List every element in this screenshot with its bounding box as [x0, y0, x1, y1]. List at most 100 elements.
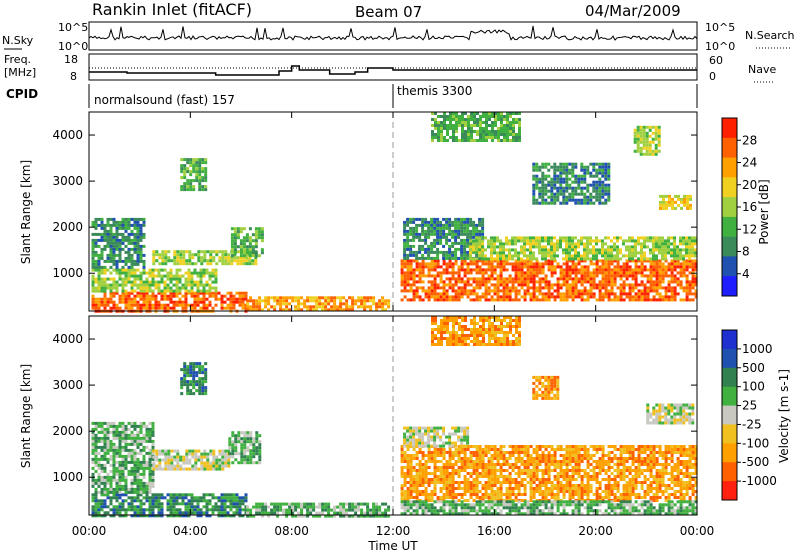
heatmap-cell-power-2 — [118, 226, 122, 230]
heatmap-cell-power-8 — [445, 217, 449, 221]
heatmap-cell-power-7 — [640, 271, 644, 275]
heatmap-cell-power-2 — [91, 220, 95, 224]
heatmap-cell-power-2 — [109, 217, 113, 221]
heatmap-cell-power-9 — [487, 239, 490, 243]
heatmap-cell-velocity-6 — [400, 454, 404, 457]
heatmap-cell-power-7 — [436, 265, 440, 269]
heatmap-cell-velocity-1 — [142, 454, 146, 458]
heatmap-cell-velocity-0 — [217, 514, 221, 518]
heatmap-cell-power-8 — [421, 229, 425, 233]
heatmap-cell-power-7 — [514, 262, 518, 266]
heatmap-cell-power-7 — [607, 298, 611, 302]
heatmap-cell-power-9 — [601, 254, 604, 258]
heatmap-cell-power-7 — [520, 259, 524, 263]
heatmap-cell-velocity-2 — [209, 452, 213, 456]
heatmap-cell-power-9 — [580, 254, 583, 258]
heatmap-cell-power-7 — [580, 274, 584, 278]
heatmap-cell-power-7 — [550, 274, 554, 278]
heatmap-cell-power-4 — [230, 254, 234, 258]
y-tick-label: 1000 — [52, 266, 83, 280]
heatmap-cell-velocity-0 — [145, 514, 149, 518]
heatmap-cell-power-11 — [541, 192, 545, 196]
heatmap-cell-power-7 — [655, 262, 659, 266]
heatmap-cell-power-8 — [424, 256, 428, 260]
heatmap-cell-power-9 — [544, 245, 547, 249]
heatmap-cell-power-11 — [550, 189, 554, 193]
heatmap-cell-power-11 — [565, 171, 569, 175]
heatmap-cell-power-5 — [363, 296, 367, 300]
heatmap-cell-power-9 — [475, 236, 478, 240]
heatmap-cell-power-0 — [202, 294, 206, 298]
heatmap-cell-power-2 — [118, 238, 122, 242]
heatmap-cell-power-7 — [658, 265, 662, 269]
heatmap-cell-velocity-1 — [148, 472, 152, 476]
heatmap-cell-power-7 — [514, 265, 518, 269]
heatmap-cell-velocity-2 — [185, 455, 189, 459]
heatmap-cell-power-10 — [485, 139, 488, 142]
heatmap-cell-power-9 — [526, 248, 529, 252]
heatmap-cell-power-7 — [679, 268, 683, 272]
heatmap-cell-power-7 — [496, 286, 500, 290]
heatmap-cell-power-8 — [475, 253, 479, 257]
heatmap-cell-power-9 — [658, 236, 661, 240]
heatmap-cell-power-11 — [565, 165, 569, 169]
heatmap-cell-velocity-5 — [192, 362, 196, 366]
heatmap-cell-power-2 — [142, 244, 146, 248]
heatmap-cell-velocity-4 — [330, 514, 334, 518]
heatmap-cell-power-7 — [547, 268, 551, 272]
heatmap-cell-power-1 — [100, 283, 104, 287]
heatmap-cell-power-9 — [616, 245, 619, 249]
heatmap-cell-velocity-0 — [136, 499, 140, 503]
heatmap-cell-power-9 — [604, 236, 607, 240]
heatmap-cell-power-8 — [418, 244, 422, 248]
heatmap-cell-power-11 — [556, 177, 560, 181]
heatmap-cell-power-9 — [544, 239, 547, 243]
heatmap-cell-power-1 — [94, 286, 98, 290]
heatmap-cell-power-10 — [440, 136, 443, 139]
heatmap-cell-power-7 — [565, 298, 569, 302]
heatmap-cell-power-7 — [616, 271, 620, 275]
heatmap-cell-power-9 — [565, 236, 568, 240]
heatmap-cell-velocity-1 — [136, 433, 140, 437]
heatmap-cell-power-0 — [130, 291, 134, 295]
heatmap-cell-velocity-3 — [237, 452, 241, 456]
heatmap-cell-power-5 — [366, 296, 370, 300]
heatmap-cell-power-2 — [142, 235, 146, 239]
heatmap-cell-power-7 — [559, 274, 563, 278]
heatmap-cell-velocity-5 — [195, 374, 199, 378]
heatmap-cell-power-1 — [178, 280, 182, 284]
heatmap-cell-power-11 — [559, 165, 563, 169]
heatmap-cell-power-7 — [565, 268, 569, 272]
heatmap-cell-power-10 — [431, 139, 434, 142]
heatmap-cell-power-9 — [613, 257, 616, 261]
heatmap-cell-power-8 — [460, 247, 464, 251]
heatmap-cell-power-1 — [112, 277, 116, 281]
heatmap-cell-power-9 — [520, 245, 523, 249]
heatmap-cell-power-11 — [580, 186, 584, 190]
heatmap-cell-power-7 — [586, 268, 590, 272]
heatmap-cell-power-7 — [634, 274, 638, 278]
heatmap-cell-power-7 — [457, 292, 461, 296]
heatmap-cell-power-8 — [409, 247, 413, 251]
heatmap-cell-power-7 — [451, 274, 455, 278]
heatmap-cell-power-11 — [574, 201, 578, 205]
heatmap-cell-velocity-0 — [109, 514, 113, 518]
heatmap-cell-power-10 — [461, 130, 464, 133]
heatmap-cell-power-1 — [166, 274, 170, 278]
heatmap-cell-power-7 — [691, 277, 695, 281]
heatmap-cell-velocity-2 — [155, 464, 159, 468]
heatmap-cell-power-11 — [535, 183, 539, 187]
heatmap-cell-power-7 — [673, 259, 677, 263]
heatmap-cell-power-10 — [446, 115, 449, 118]
heatmap-cell-power-8 — [424, 223, 428, 227]
heatmap-cell-power-7 — [685, 289, 689, 293]
heatmap-cell-power-7 — [574, 289, 578, 293]
heatmap-cell-power-8 — [412, 250, 416, 254]
heatmap-cell-velocity-0 — [157, 493, 161, 497]
heatmap-cell-velocity-2 — [212, 455, 216, 459]
heatmap-cell-power-8 — [439, 235, 443, 239]
heatmap-cell-power-9 — [556, 254, 559, 258]
heatmap-cell-power-10 — [485, 121, 488, 124]
heatmap-cell-power-7 — [442, 289, 446, 293]
heatmap-cell-power-9 — [529, 254, 532, 258]
